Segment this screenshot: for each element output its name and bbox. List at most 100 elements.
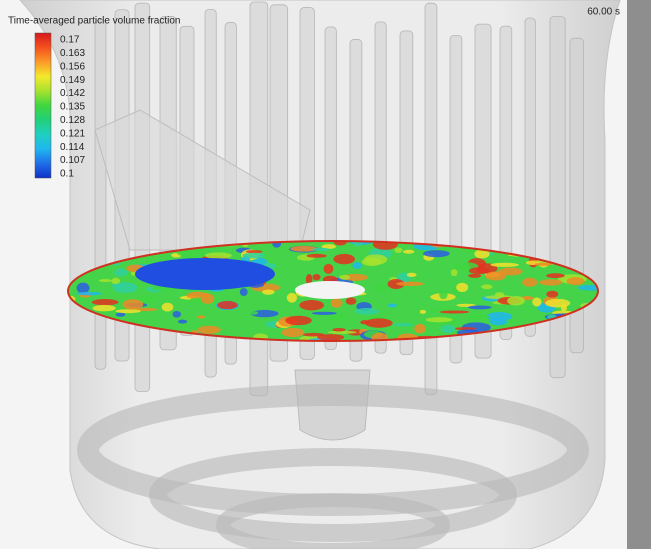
disk-patch xyxy=(217,300,238,310)
ring-lower xyxy=(216,493,450,549)
legend-label: 0.156 xyxy=(60,61,85,72)
disk-patch xyxy=(323,263,334,274)
side-bar xyxy=(627,0,651,549)
disk-patch xyxy=(414,323,426,334)
disk-patch xyxy=(577,284,598,291)
disk-patch xyxy=(122,299,144,310)
timestamp: 60.00 s xyxy=(587,7,620,18)
disk-patch xyxy=(285,315,312,326)
disk-patch xyxy=(494,292,505,297)
legend-title: Time-averaged particle volume fraction xyxy=(8,16,180,27)
disk-patch xyxy=(354,307,379,315)
disk-patch xyxy=(425,317,453,323)
disk-patch xyxy=(342,273,369,281)
disk-patch xyxy=(352,262,362,269)
disk-patch xyxy=(333,253,355,265)
ring-middle xyxy=(149,448,517,542)
disk-patch xyxy=(439,290,448,300)
disk-patch xyxy=(114,268,128,277)
legend-label: 0.163 xyxy=(60,48,85,59)
disk-patch xyxy=(92,304,116,312)
legend-label: 0.114 xyxy=(60,142,85,153)
disk-patch xyxy=(299,300,325,311)
disk-patch xyxy=(364,318,393,328)
disk-patch xyxy=(239,288,248,296)
disk-rim xyxy=(67,240,599,342)
disk-patch xyxy=(312,247,331,252)
disk-patch xyxy=(172,310,181,318)
disk-patch xyxy=(339,274,351,280)
disk-patch xyxy=(507,296,525,306)
color-bar xyxy=(34,32,52,179)
disk-patch xyxy=(454,327,477,331)
legend-label: 0.107 xyxy=(60,155,85,166)
disk-patch xyxy=(474,249,490,259)
legend-label: 0.128 xyxy=(60,115,85,126)
disk-patch xyxy=(305,273,313,285)
disk-patch xyxy=(345,297,357,305)
disk-patch xyxy=(468,305,492,310)
disk-patch xyxy=(262,289,275,295)
disk-patch xyxy=(364,254,388,265)
disk-patch xyxy=(468,267,490,275)
disk-patch xyxy=(456,303,476,307)
disk-patch xyxy=(532,297,542,307)
legend-label: 0.135 xyxy=(60,102,85,113)
disk-patch xyxy=(281,327,305,338)
disk-patch xyxy=(327,330,357,334)
disk-patch xyxy=(498,267,523,276)
disk-patch xyxy=(112,282,138,294)
disk-patch xyxy=(394,247,403,253)
disk-patch xyxy=(450,269,458,277)
disk-patch xyxy=(392,323,414,327)
disk-patch xyxy=(546,290,559,298)
disk-patch xyxy=(76,291,102,296)
disk-patch xyxy=(115,309,141,314)
disk-patch xyxy=(250,309,279,318)
disk-patch xyxy=(456,282,469,293)
disk-patch xyxy=(317,334,345,341)
disk-patch xyxy=(321,244,337,249)
legend-label: 0.17 xyxy=(60,35,80,46)
disk-patch xyxy=(534,262,553,266)
disk-patch xyxy=(360,320,370,325)
disk-patch xyxy=(522,277,538,287)
disk-patch xyxy=(403,249,415,254)
legend-label: 0.149 xyxy=(60,75,85,86)
disk-patch xyxy=(406,272,417,277)
disk-patch xyxy=(396,281,425,286)
inlet-pipe xyxy=(94,109,311,251)
low-region xyxy=(135,258,275,290)
disk-patch xyxy=(306,253,327,258)
hole xyxy=(295,281,365,299)
disk-patch xyxy=(205,252,232,259)
disk-patch xyxy=(419,309,427,314)
legend-labels: 0.17 0.163 0.156 0.149 0.142 0.135 0.128 0.121 0… xyxy=(60,35,85,180)
disk-patch xyxy=(91,299,119,306)
disk-patch xyxy=(423,250,450,258)
legend-label: 0.142 xyxy=(60,88,85,99)
disk-patch xyxy=(388,303,397,308)
disk-patch xyxy=(312,274,321,281)
disk-patch xyxy=(466,314,490,320)
disk-patch xyxy=(134,307,158,312)
disk-patch xyxy=(111,277,121,285)
disk-patch xyxy=(196,315,206,319)
disk-patch xyxy=(290,245,318,252)
disk-patch xyxy=(490,262,519,267)
disk-patch xyxy=(330,298,343,308)
disk-patch xyxy=(440,324,456,334)
disk-patch xyxy=(115,312,126,317)
disk-patch xyxy=(566,277,585,286)
disk-patch xyxy=(98,279,112,283)
legend-label: 0.121 xyxy=(60,128,85,139)
disk-patch xyxy=(302,332,325,337)
disk-patch xyxy=(439,310,470,314)
disk-patch xyxy=(352,241,363,247)
disk-patch xyxy=(242,252,265,259)
disk-patch xyxy=(481,284,493,290)
disk-patch xyxy=(250,311,259,315)
tube xyxy=(549,16,566,379)
